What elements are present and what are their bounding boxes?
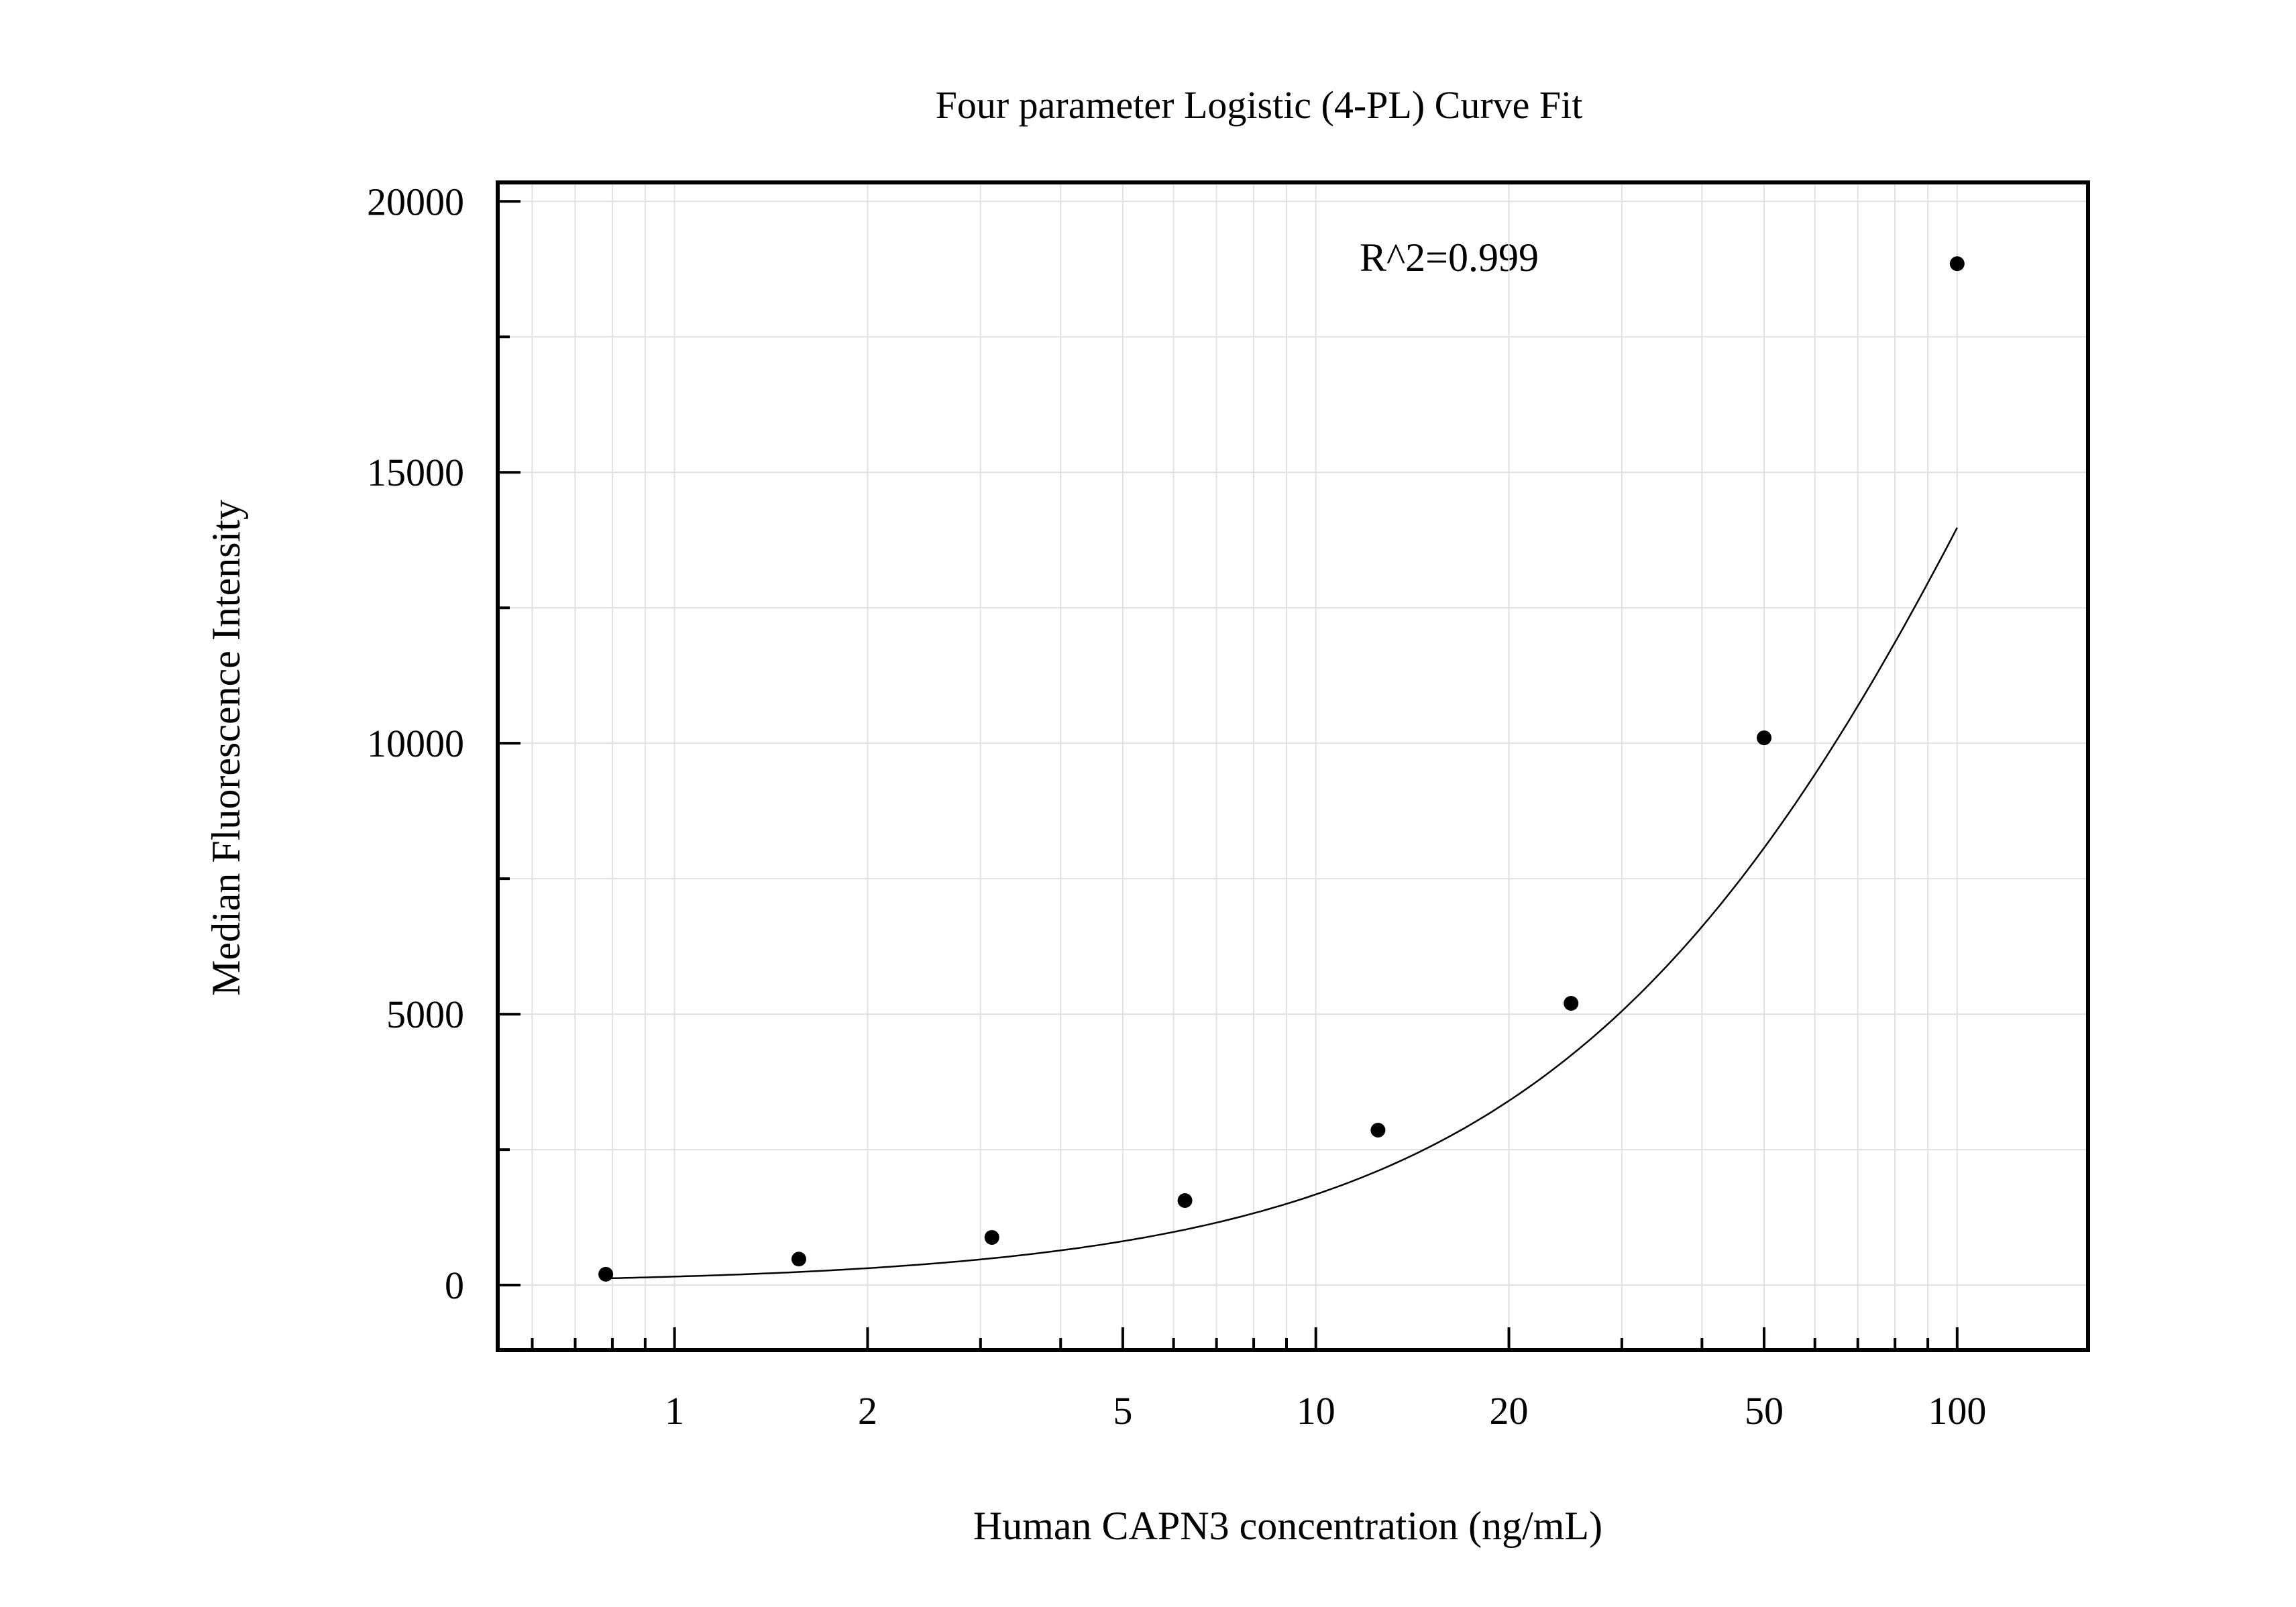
y-axis-label: Median Fluorescence Intensity bbox=[204, 500, 248, 996]
x-axis-label: Human CAPN3 concentration (ng/mL) bbox=[973, 1504, 1602, 1548]
data-point bbox=[598, 1266, 614, 1282]
y-tick-label: 5000 bbox=[386, 993, 464, 1036]
data-point bbox=[1177, 1193, 1193, 1209]
r-squared-annotation: R^2=0.999 bbox=[1360, 235, 1539, 280]
x-tick-label: 20 bbox=[1490, 1389, 1529, 1433]
y-tick-label: 10000 bbox=[367, 722, 464, 765]
x-tick-label: 2 bbox=[858, 1389, 877, 1433]
chart-title: Four parameter Logistic (4-PL) Curve Fit bbox=[936, 83, 1583, 127]
x-tick-label: 50 bbox=[1745, 1389, 1784, 1433]
plot-frame bbox=[496, 180, 2090, 1352]
data-point bbox=[1564, 995, 1579, 1011]
data-point bbox=[1949, 256, 1965, 272]
data-points bbox=[598, 256, 1965, 1282]
x-tick-label: 10 bbox=[1297, 1389, 1335, 1433]
x-tick-label: 1 bbox=[665, 1389, 684, 1433]
x-tick-label: 5 bbox=[1113, 1389, 1132, 1433]
y-tick-label: 15000 bbox=[367, 451, 464, 494]
y-tick-label: 0 bbox=[445, 1264, 464, 1307]
data-point bbox=[984, 1229, 999, 1245]
grid bbox=[498, 182, 2088, 1350]
x-tick-label: 100 bbox=[1928, 1389, 1986, 1433]
fit-curve bbox=[606, 527, 1958, 1280]
data-point bbox=[1370, 1122, 1386, 1138]
y-tick-label: 20000 bbox=[367, 180, 464, 223]
data-point bbox=[1757, 730, 1772, 746]
data-point bbox=[791, 1252, 806, 1267]
axis-ticks: 1 2 5 10 20 50 100 0 5000 10000 15000 20000 bbox=[367, 180, 1986, 1433]
fit-curve-layer bbox=[606, 527, 1958, 1280]
